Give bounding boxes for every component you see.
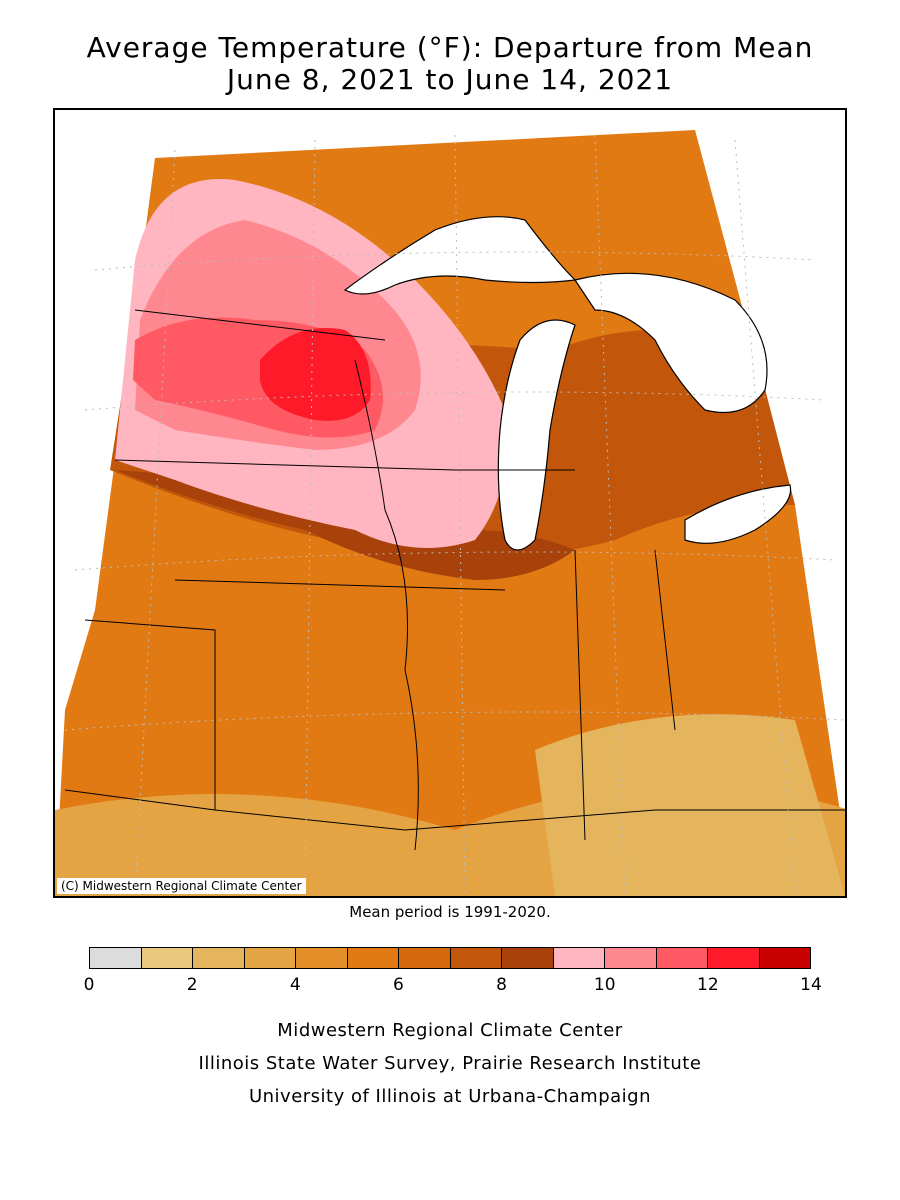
legend-swatch: [656, 948, 708, 968]
legend-swatch: [90, 948, 142, 968]
legend-swatch: [708, 948, 760, 968]
map-frame: (C) Midwestern Regional Climate Center: [53, 108, 847, 898]
copyright-notice: (C) Midwestern Regional Climate Center: [57, 878, 306, 894]
legend-swatch: [502, 948, 554, 968]
temperature-map: [55, 130, 845, 896]
region-southeast-light: [535, 714, 845, 896]
legend-swatch: [553, 948, 605, 968]
legend-tick-label: 12: [697, 975, 719, 995]
legend-bar: [89, 947, 811, 969]
legend-swatch: [450, 948, 502, 968]
legend-swatch: [296, 948, 348, 968]
color-legend: [89, 947, 811, 969]
legend-swatch: [759, 948, 810, 968]
lake-erie: [684, 484, 792, 544]
legend-swatch: [244, 948, 296, 968]
legend-tick-label: 2: [186, 975, 198, 995]
state-boundaries: [64, 309, 845, 851]
footer-line1: Midwestern Regional Climate Center: [277, 1020, 623, 1041]
legend-tick-label: 10: [593, 975, 616, 995]
legend-swatch: [193, 948, 245, 968]
legend-tick-label: 8: [496, 975, 507, 995]
legend-swatch: [347, 948, 399, 968]
legend-tick-label: 0: [83, 975, 95, 995]
legend-swatch: [399, 948, 451, 968]
mean-period-note: Mean period is 1991-2020.: [349, 903, 551, 921]
map-title-line2: June 8, 2021 to June 14, 2021: [226, 63, 674, 96]
lake-huron: [574, 272, 768, 414]
legend-swatch: [141, 948, 193, 968]
legend-tick-labels: 0 2 4 6 8 10 12 14: [84, 975, 822, 999]
lake-michigan: [497, 319, 576, 551]
legend-tick-label: 6: [393, 975, 404, 995]
map-title-line1: Average Temperature (°F): Departure from…: [86, 31, 814, 64]
legend-tick-label: 14: [800, 975, 822, 995]
legend-tick-label: 4: [289, 975, 301, 995]
footer-line2: Illinois State Water Survey, Prairie Res…: [198, 1053, 702, 1074]
footer-line3: University of Illinois at Urbana-Champai…: [248, 1086, 652, 1107]
graticule: [64, 134, 845, 896]
legend-swatch: [605, 948, 657, 968]
